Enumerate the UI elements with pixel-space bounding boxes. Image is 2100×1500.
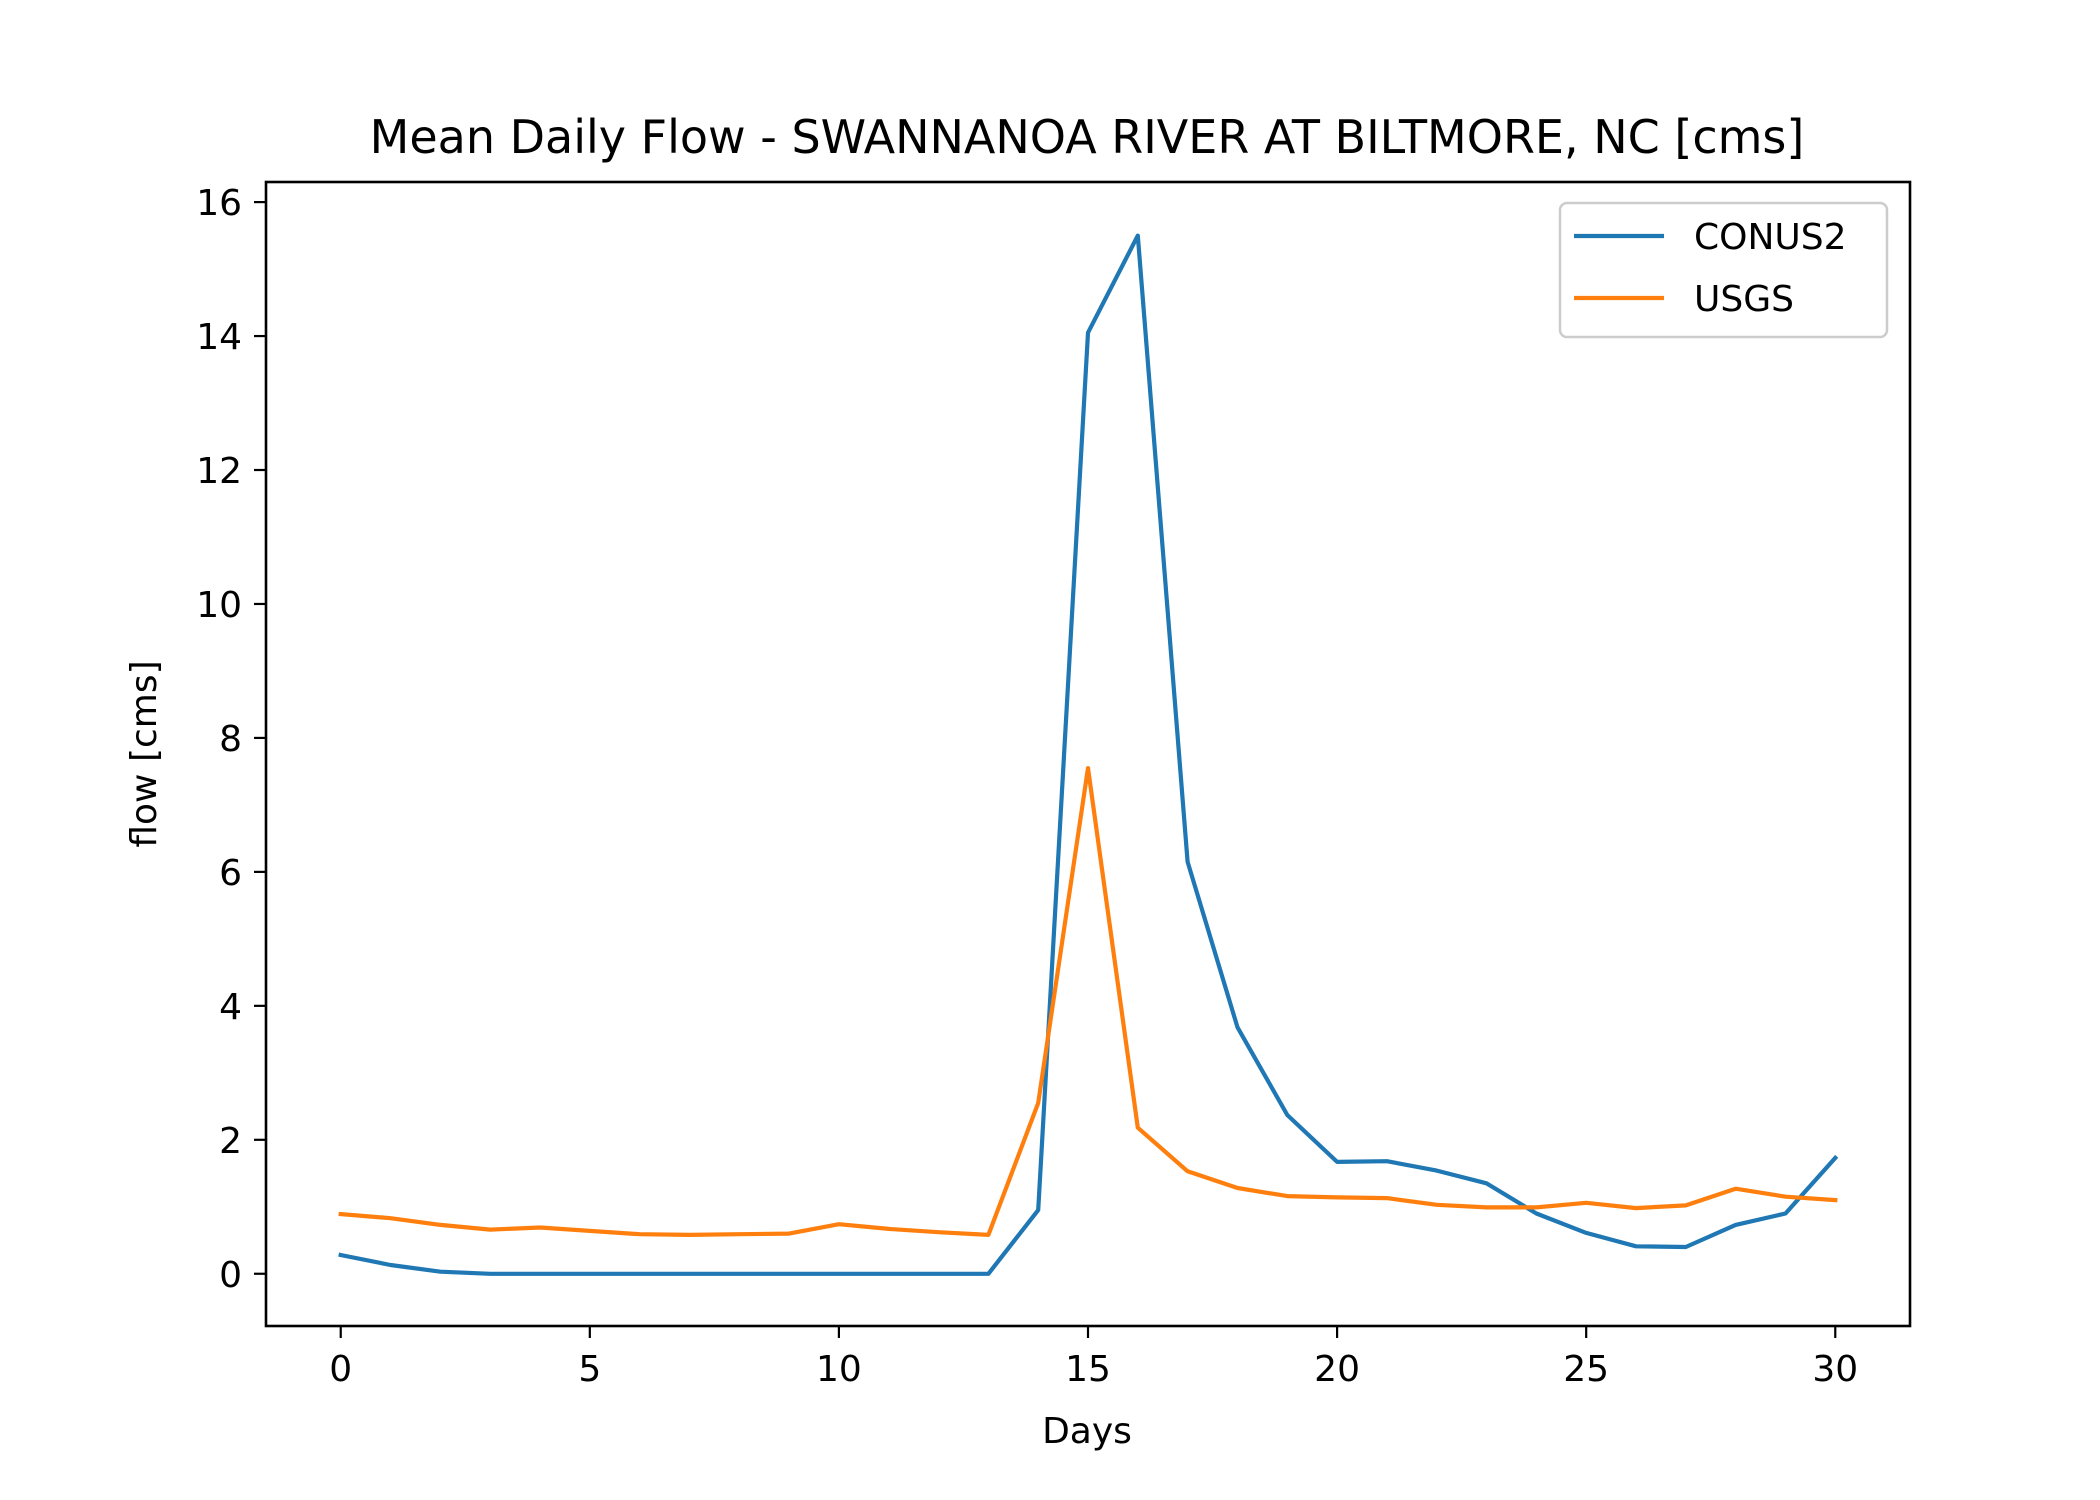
x-tick-label: 30 <box>1812 1349 1858 1390</box>
y-axis-label: flow [cms] <box>124 660 165 847</box>
x-tick-label: 20 <box>1314 1349 1360 1390</box>
y-tick-label: 2 <box>219 1121 242 1162</box>
y-tick-label: 0 <box>219 1255 242 1296</box>
x-tick-label: 15 <box>1065 1349 1111 1390</box>
y-tick-label: 12 <box>196 451 242 492</box>
series-line-conus2 <box>338 233 1839 1276</box>
x-axis-label: Days <box>1042 1411 1132 1452</box>
y-tick-label: 6 <box>219 853 242 894</box>
y-tick-label: 8 <box>219 719 242 760</box>
y-tick-label: 14 <box>196 317 242 358</box>
x-tick-label: 0 <box>329 1349 352 1390</box>
x-axis-ticks: 0 5 10 15 20 25 30 <box>329 1326 1858 1390</box>
y-tick-label: 16 <box>196 183 242 224</box>
y-tick-label: 10 <box>196 585 242 626</box>
y-tick-label: 4 <box>219 987 242 1028</box>
legend: CONUS2 USGS <box>1558 201 1889 339</box>
x-tick-label: 5 <box>578 1349 601 1390</box>
series-line-usgs <box>338 765 1838 1238</box>
legend-label-conus2: CONUS2 <box>1694 217 1847 258</box>
chart-title: Mean Daily Flow - SWANNANOA RIVER AT BIL… <box>370 110 1805 164</box>
y-axis-ticks: 0 2 4 6 8 10 12 14 16 <box>196 183 266 1296</box>
x-tick-label: 10 <box>816 1349 862 1390</box>
series-layer <box>338 233 1839 1276</box>
x-tick-label: 25 <box>1563 1349 1609 1390</box>
legend-label-usgs: USGS <box>1694 279 1794 320</box>
